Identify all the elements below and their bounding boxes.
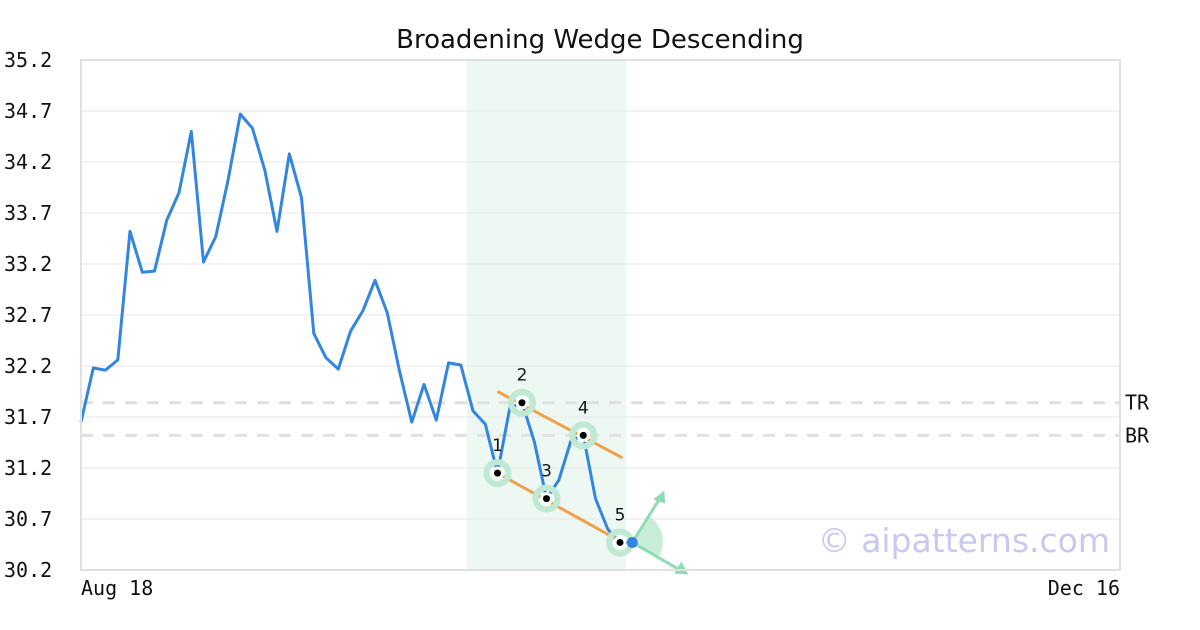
breakout-sector [632,516,663,558]
pattern-point-marker [579,431,587,439]
y-tick-label: 30.2 [4,558,52,582]
y-tick-label: 34.2 [4,150,52,174]
pattern-point-ring [483,459,512,488]
pattern-point-ring [532,484,561,513]
reference-label-tr: TR [1125,391,1150,415]
x-tick-label: Dec 16 [1048,576,1120,600]
y-tick-label: 35.2 [4,48,52,72]
y-tick-label: 33.7 [4,201,52,225]
y-tick-label: 32.2 [4,354,52,378]
y-tick-label: 30.7 [4,507,52,531]
pattern-point-marker [616,538,624,546]
pattern-point-label: 1 [492,436,503,456]
watermark: © aipatterns.com [818,521,1110,560]
pattern-point-label: 5 [615,505,626,525]
pattern-point-label: 4 [578,398,589,418]
breakout-arrow-up [630,493,664,544]
pattern-point-label: 2 [517,366,528,386]
breakout-arrow-down [631,541,685,574]
pattern-point-marker [518,399,526,407]
chart-title: Broadening Wedge Descending [396,25,804,55]
pattern-point-label: 3 [541,462,552,482]
x-tick-label: Aug 18 [81,576,153,600]
y-tick-label: 32.7 [4,303,52,327]
pattern-point-marker [494,469,501,477]
reference-label-br: BR [1125,423,1150,447]
lower-trend-line [496,471,624,544]
price-line [79,112,633,544]
pattern-point-ring [569,421,598,450]
y-tick-label: 34.7 [4,99,52,123]
y-tick-label: 33.2 [4,252,52,276]
y-tick-label: 31.7 [4,405,52,429]
plot-frame [80,59,1121,571]
pattern-point-marker [543,495,550,503]
breakout-point-marker [626,536,638,548]
y-tick-label: 31.2 [4,456,52,480]
breakout-arrowhead-up [653,490,666,504]
pattern-point-ring [508,388,536,417]
breakout-arrowhead-down [674,561,689,575]
